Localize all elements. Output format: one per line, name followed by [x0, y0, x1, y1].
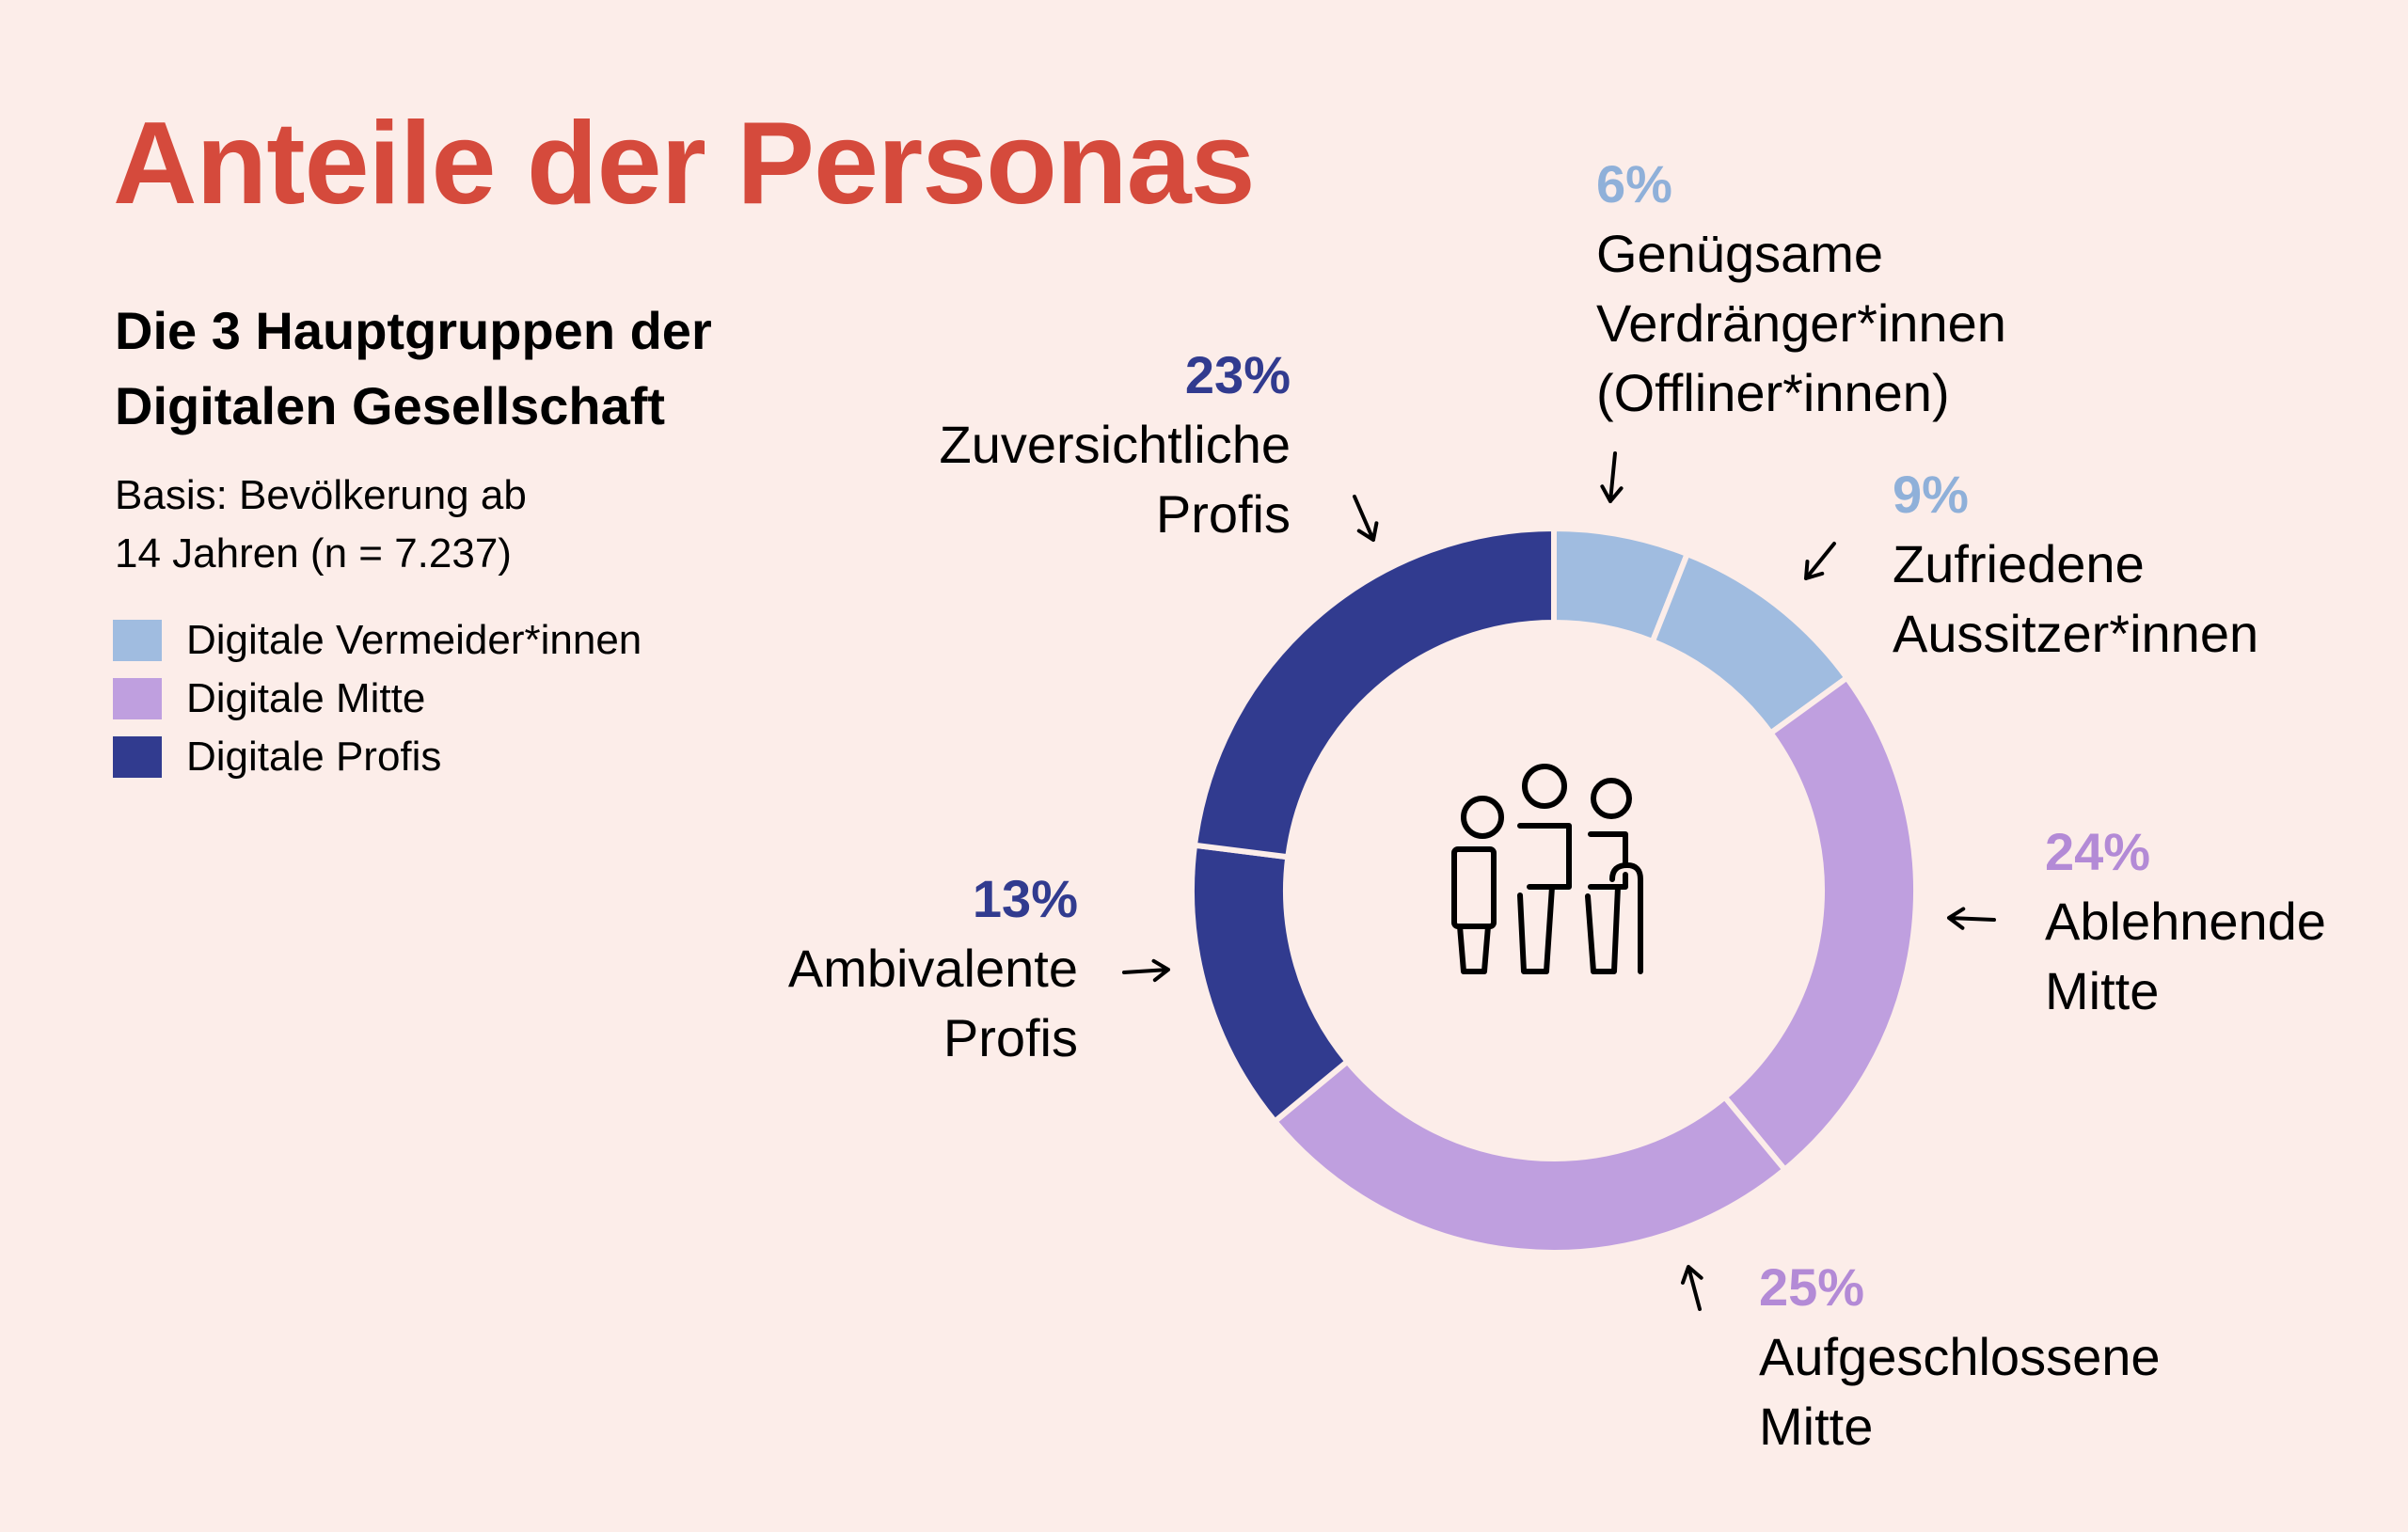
slice-arrows — [1122, 451, 1996, 1311]
slice-percent-label: 13% — [973, 869, 1078, 928]
legend-item-vermeider: Digitale Vermeider*innen — [113, 611, 642, 670]
donut-slice — [1720, 673, 1919, 1174]
legend-label: Digitale Vermeider*innen — [186, 617, 642, 663]
basis-line: 14 Jahren (n = 7.237) — [115, 530, 512, 576]
slice-percent-label: 6% — [1596, 154, 1672, 213]
slice-name-label: Genügsame — [1596, 224, 1883, 283]
slice-percent-label: 9% — [1893, 465, 1969, 524]
slice-percent-label: 25% — [1759, 1257, 1864, 1317]
legend-swatch — [113, 736, 162, 778]
slice-name-label: Profis — [943, 1008, 1078, 1067]
donut-slices — [1189, 525, 1919, 1256]
legend-label: Digitale Mitte — [186, 675, 426, 721]
slice-name-label: Mitte — [2045, 961, 2159, 1020]
arrow-icon — [1804, 542, 1836, 580]
donut-slice — [1271, 1057, 1789, 1256]
slice-name-label: Aufgeschlossene — [1759, 1327, 2161, 1386]
slice-name-label: Zuversichtliche — [940, 415, 1291, 474]
legend-item-profis: Digitale Profis — [113, 728, 642, 786]
slice-name-label: (Offliner*innen) — [1596, 363, 1950, 422]
legend: Digitale Vermeider*innen Digitale Mitte … — [113, 611, 642, 786]
family-people-icon — [1451, 764, 1643, 974]
sample-basis-note: Basis: Bevölkerung ab 14 Jahren (n = 7.2… — [115, 466, 773, 583]
slice-name-label: Verdränger*innen — [1596, 293, 2006, 353]
slice-percent-label: 23% — [1185, 345, 1291, 404]
arrow-icon — [1122, 958, 1170, 983]
slice-name-label: Ambivalente — [788, 939, 1078, 998]
basis-line: Basis: Bevölkerung ab — [115, 472, 527, 518]
donut-slice — [1189, 842, 1352, 1126]
subtitle-line: Die 3 Hauptgruppen der — [115, 301, 712, 360]
chart-title: Anteile der Personas — [113, 99, 1256, 229]
arrow-icon — [1947, 907, 1996, 930]
arrow-icon — [1353, 495, 1379, 542]
legend-swatch — [113, 678, 162, 719]
legend-item-mitte: Digitale Mitte — [113, 670, 642, 728]
slice-labels: 6% Genügsame Verdränger*innen (Offliner*inn… — [788, 154, 2326, 1456]
slice-name-label: Zufriedene — [1893, 534, 2145, 593]
subtitle-line: Digitalen Gesellschaft — [115, 376, 666, 435]
legend-swatch — [113, 620, 162, 661]
chart-subtitle: Die 3 Hauptgruppen der Digitalen Gesells… — [115, 293, 867, 444]
slice-name-label: Profis — [1156, 484, 1291, 544]
slice-percent-label: 24% — [2045, 822, 2150, 881]
slice-name-label: Ablehnende — [2045, 892, 2326, 951]
donut-slice — [1191, 525, 1557, 861]
arrow-icon — [1681, 1265, 1703, 1311]
arrow-icon — [1600, 451, 1624, 503]
slice-name-label: Mitte — [1759, 1397, 1873, 1456]
legend-label: Digitale Profis — [186, 734, 442, 780]
slice-name-label: Aussitzer*innen — [1893, 604, 2258, 663]
